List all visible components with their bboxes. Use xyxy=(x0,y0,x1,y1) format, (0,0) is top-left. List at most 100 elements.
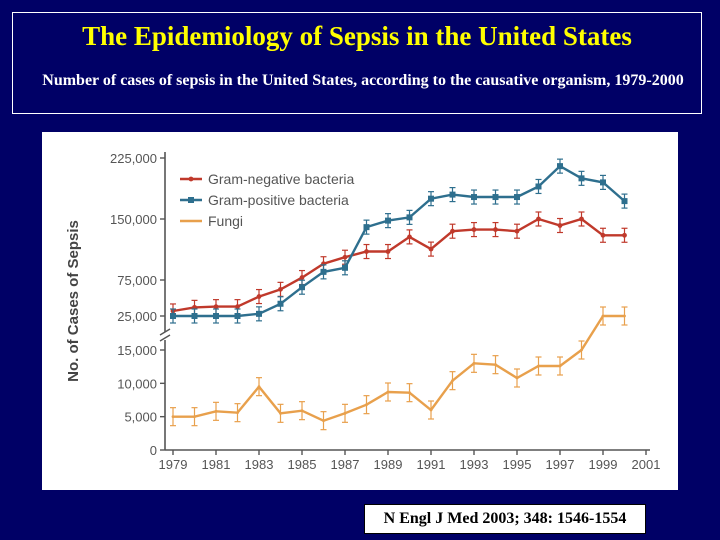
axis-break-mark xyxy=(159,328,171,336)
x-tick-label: 1999 xyxy=(589,457,618,472)
data-point xyxy=(235,304,240,310)
y-tick-label: 5,000 xyxy=(124,410,157,425)
data-point xyxy=(558,364,562,368)
data-point xyxy=(213,304,219,310)
data-point xyxy=(514,228,520,234)
y-tick-label: 10,000 xyxy=(117,376,157,391)
data-point xyxy=(537,364,540,368)
data-point xyxy=(429,408,433,412)
legend-label: Fungi xyxy=(208,213,243,229)
data-point xyxy=(214,409,218,413)
citation-box: N Engl J Med 2003; 348: 1546-1554 xyxy=(364,504,646,534)
data-point xyxy=(471,227,477,232)
data-point xyxy=(170,313,176,319)
data-point xyxy=(406,214,413,221)
data-point xyxy=(515,376,519,380)
data-point xyxy=(213,313,219,319)
data-point xyxy=(622,232,627,238)
series-line-2 xyxy=(173,164,626,318)
x-tick-label: 1979 xyxy=(159,457,188,472)
series-line-3 xyxy=(173,314,625,422)
data-point xyxy=(365,403,368,407)
data-point xyxy=(342,264,348,271)
x-tick-label: 1989 xyxy=(374,457,403,472)
data-point xyxy=(535,183,542,190)
x-tick-label: 1995 xyxy=(503,457,532,472)
slide-title: The Epidemiology of Sepsis in the United… xyxy=(82,21,632,51)
x-tick-label: 1987 xyxy=(331,457,360,472)
data-point xyxy=(342,254,348,260)
data-point xyxy=(600,232,606,238)
data-point xyxy=(322,419,325,423)
data-point xyxy=(171,415,175,419)
data-point xyxy=(320,268,327,275)
x-tick-label: 1983 xyxy=(245,457,274,472)
data-point xyxy=(408,391,411,395)
data-point xyxy=(236,411,239,415)
data-point xyxy=(343,411,347,415)
data-point xyxy=(451,379,454,383)
data-point xyxy=(256,294,262,299)
axis-break-mark xyxy=(159,334,171,342)
x-tick-label: 1997 xyxy=(546,457,575,472)
data-point xyxy=(278,286,283,292)
y-tick-label: 75,000 xyxy=(117,273,157,288)
data-point xyxy=(492,194,499,201)
x-tick-label: 2001 xyxy=(632,457,661,472)
data-point xyxy=(471,194,477,201)
data-point xyxy=(428,246,434,252)
data-point xyxy=(450,228,455,234)
data-point xyxy=(234,313,241,319)
data-point xyxy=(299,284,305,291)
legend-marker xyxy=(188,176,194,182)
data-point xyxy=(494,363,497,367)
data-point xyxy=(578,175,585,182)
title-box: The Epidemiology of Sepsis in the United… xyxy=(12,12,702,114)
x-tick-label: 1991 xyxy=(417,457,446,472)
data-point xyxy=(364,249,369,254)
data-point xyxy=(385,217,391,224)
data-point xyxy=(536,216,541,222)
y-tick-label: 0 xyxy=(150,443,157,458)
x-tick-label: 1993 xyxy=(460,457,489,472)
data-point xyxy=(256,310,262,317)
data-point xyxy=(299,275,305,280)
data-point xyxy=(472,361,476,365)
data-point xyxy=(580,348,583,352)
data-point xyxy=(428,195,434,202)
data-point xyxy=(300,409,304,413)
y-tick-label: 15,000 xyxy=(117,343,157,358)
sepsis-line-chart: 0 5,000 10,000 15,000 25,000 75,000 150,000 225… xyxy=(65,151,661,472)
x-tick-label: 1985 xyxy=(288,457,317,472)
data-point xyxy=(193,415,196,419)
y-tick-label: 150,000 xyxy=(110,212,157,227)
data-point xyxy=(600,179,606,186)
data-point xyxy=(257,385,261,389)
data-point xyxy=(449,191,456,198)
data-point xyxy=(623,314,626,318)
data-point xyxy=(579,216,584,222)
chart-panel: 0 5,000 10,000 15,000 25,000 75,000 150,000 225… xyxy=(42,132,678,490)
data-point xyxy=(191,313,198,319)
data-point xyxy=(407,234,412,240)
data-point xyxy=(557,163,563,170)
data-point xyxy=(279,411,282,415)
data-point xyxy=(621,198,628,205)
legend-label: Gram-positive bacteria xyxy=(208,192,349,208)
series-line-1 xyxy=(172,217,625,313)
legend-marker xyxy=(188,197,194,203)
x-tick-label: 1981 xyxy=(202,457,231,472)
data-point xyxy=(363,224,370,231)
data-point xyxy=(601,314,605,318)
y-tick-label: 225,000 xyxy=(110,151,157,166)
data-point xyxy=(277,300,284,307)
data-point xyxy=(557,223,563,228)
y-axis-label: No. of Cases of Sepsis xyxy=(65,220,82,382)
data-point xyxy=(493,227,498,232)
legend-label: Gram-negative bacteria xyxy=(208,171,355,187)
y-tick-label: 25,000 xyxy=(117,309,157,324)
data-point xyxy=(514,194,520,201)
slide-subtitle: Number of cases of sepsis in the United … xyxy=(42,72,684,89)
data-point xyxy=(386,390,390,394)
data-point xyxy=(385,249,391,254)
